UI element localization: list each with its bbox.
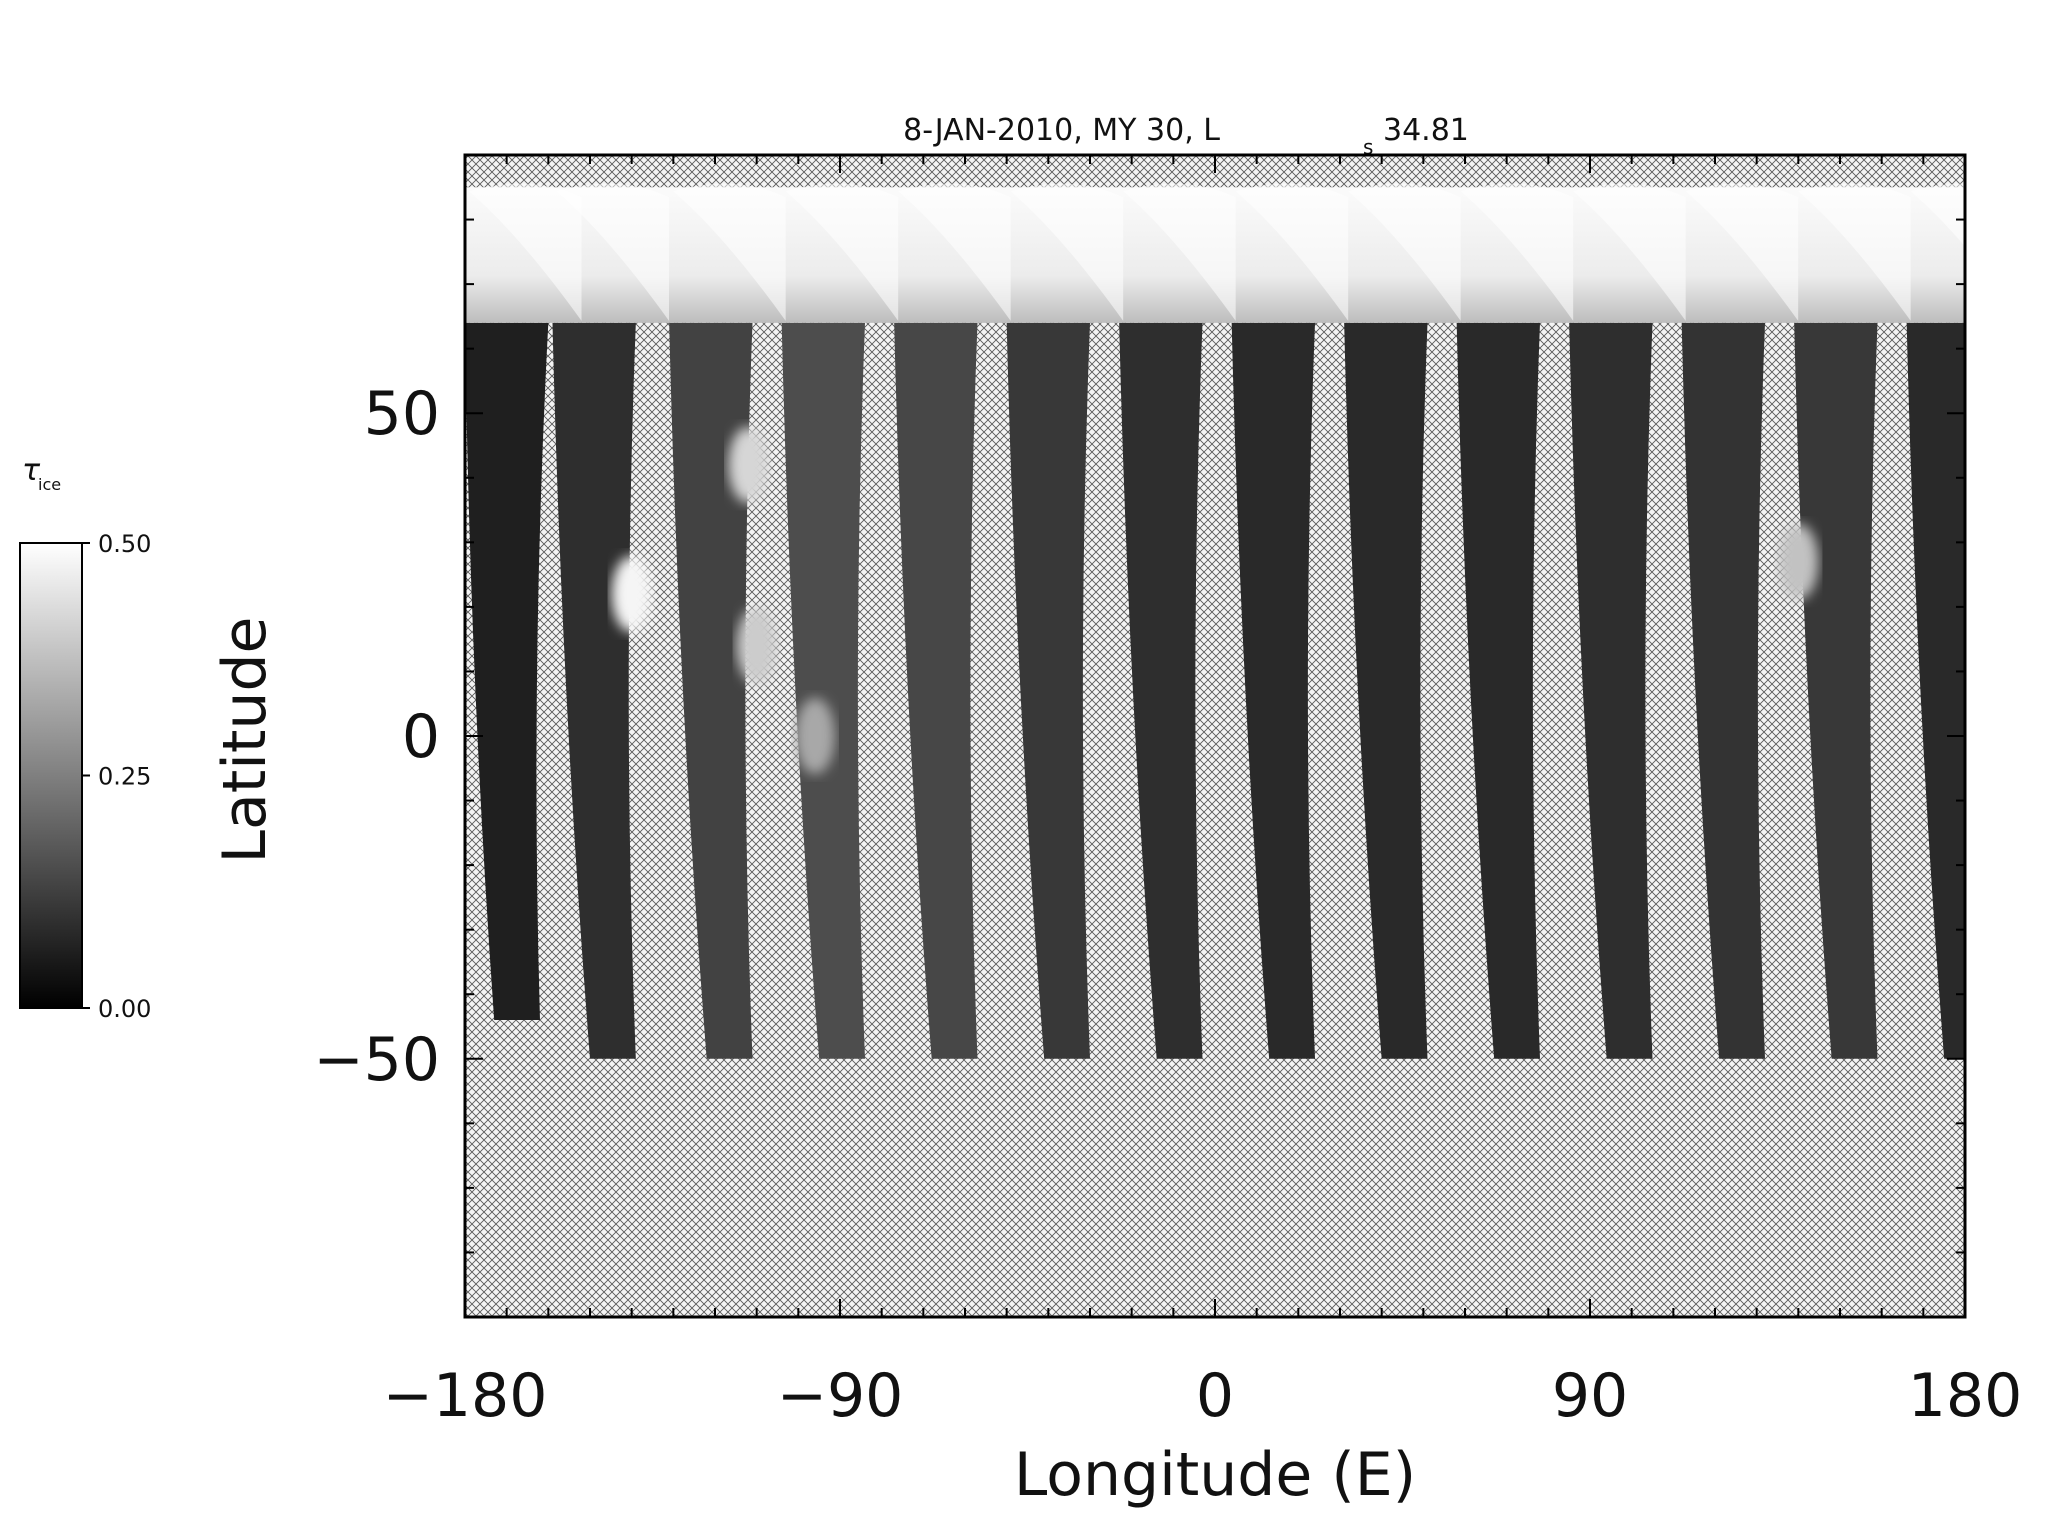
swath-6 <box>1119 322 1203 1059</box>
axis-ticks <box>464 154 1966 1318</box>
x-tick-label: 180 <box>1908 1361 2023 1431</box>
x-tick-labels: −180 −90 0 90 180 <box>383 1361 2023 1431</box>
cloud-1 <box>728 426 769 503</box>
y-tick-label: −50 <box>313 1025 440 1095</box>
swath-4 <box>894 322 978 1059</box>
swath-13 <box>1906 322 1965 1059</box>
colorbar-ticks: 0.50 0.25 0.00 <box>82 530 151 1023</box>
x-tick-label: −90 <box>777 1361 904 1431</box>
cloud-3 <box>795 698 835 774</box>
polar-cap-swath-1 <box>556 183 669 321</box>
plot-area <box>465 155 1965 1317</box>
colorbar: τ ice 0.50 0.25 0.00 <box>19 453 151 1023</box>
polar-cap-swath-5 <box>1010 183 1124 321</box>
colorbar-tick-label: 0.25 <box>98 763 151 791</box>
chart-title-subscript: s <box>1363 135 1373 159</box>
cloud-4 <box>1778 523 1819 600</box>
colorbar-gradient <box>19 542 83 1009</box>
chart-title: 8-JAN-2010, MY 30, L <box>903 113 1220 148</box>
y-tick-label: 0 <box>402 702 440 772</box>
cloud-0 <box>611 555 652 632</box>
cloud-layer <box>611 426 1819 774</box>
chart-title-value: 34.81 <box>1383 113 1469 148</box>
polar-cap-swath-6 <box>1123 183 1236 321</box>
swath-8 <box>1344 322 1428 1059</box>
swath-0 <box>465 322 549 1021</box>
swath-7 <box>1231 322 1315 1059</box>
polar-cap-swath-11 <box>1685 183 1799 321</box>
x-tick-label: 90 <box>1552 1361 1628 1431</box>
polar-cap-swath-4 <box>898 183 1011 321</box>
colorbar-tick-label: 0.50 <box>98 530 151 558</box>
colorbar-label-subscript: ice <box>38 475 61 494</box>
x-tick-label: 0 <box>1196 1361 1234 1431</box>
polar-cap-swath-8 <box>1348 183 1461 321</box>
swath-12 <box>1794 322 1878 1059</box>
y-tick-label: 50 <box>364 379 440 449</box>
colorbar-tick-label: 0.00 <box>98 995 151 1023</box>
polar-cap-swath-9 <box>1460 183 1574 321</box>
swath-5 <box>1006 322 1090 1059</box>
swath-10 <box>1569 322 1653 1059</box>
polar-cap-swath-7 <box>1235 183 1349 321</box>
polar-cap-swath-10 <box>1573 183 1686 321</box>
polar-cap-swath-0 <box>469 183 582 321</box>
swath-2 <box>669 322 753 1059</box>
polar-cap-layer <box>465 183 1965 323</box>
swaths-layer <box>465 322 1965 1059</box>
swath-9 <box>1456 322 1540 1059</box>
polar-cap-swath-2 <box>673 183 786 321</box>
polar-cap-swath-3 <box>785 183 899 321</box>
swath-11 <box>1681 322 1765 1059</box>
polar-cap-swath-13 <box>1910 183 1965 247</box>
swath-3 <box>781 322 865 1059</box>
y-axis-label: Latitude <box>210 617 280 864</box>
polar-cap-swath-12 <box>1798 183 1911 321</box>
x-axis-label: Longitude (E) <box>1014 1440 1416 1510</box>
x-tick-label: −180 <box>383 1361 548 1431</box>
swath-1 <box>552 322 636 1059</box>
colorbar-label: τ <box>22 453 41 488</box>
y-tick-labels: −50 0 50 <box>313 379 440 1095</box>
cloud-2 <box>736 607 777 684</box>
